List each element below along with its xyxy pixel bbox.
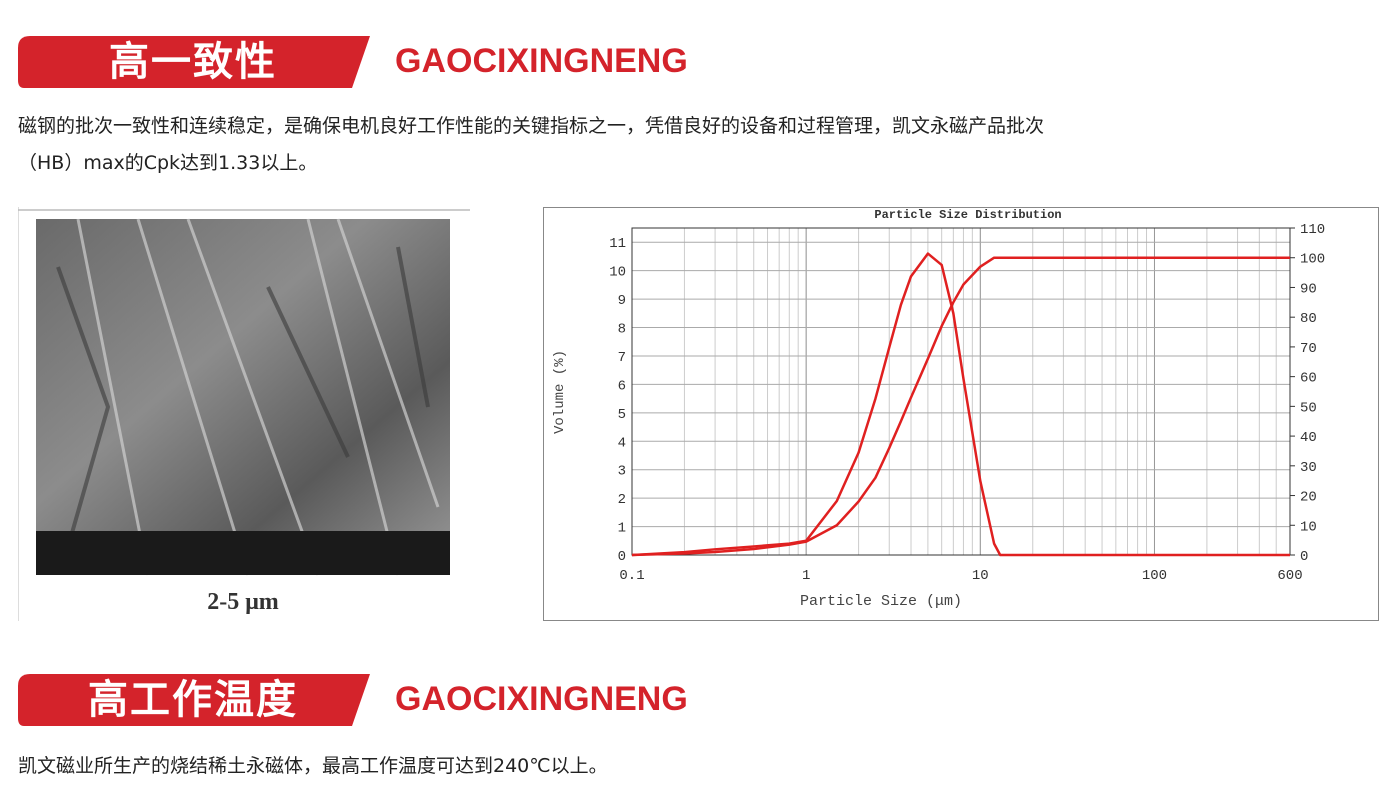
image-caption: 2-5 μm xyxy=(207,589,279,615)
x-tick-label: 10 xyxy=(972,568,989,584)
x-tick-label: 600 xyxy=(1277,568,1302,584)
y-tick-label: 5 xyxy=(618,407,626,423)
banner: 高工作温度 xyxy=(18,674,378,726)
y2-tick-label: 90 xyxy=(1300,281,1317,297)
y-tick-label: 10 xyxy=(609,265,626,281)
y2-tick-label: 100 xyxy=(1300,252,1325,268)
y2-tick-label: 60 xyxy=(1300,371,1317,387)
text-line: 凯文磁业所生产的烧结稀土永磁体，最高工作温度可达到240℃以上。 xyxy=(18,755,608,777)
y2-tick-label: 50 xyxy=(1300,400,1317,416)
y2-tick-label: 70 xyxy=(1300,341,1317,357)
y-tick-label: 3 xyxy=(618,464,626,480)
chart: Particle Size Distribution Particle Size… xyxy=(543,207,1379,621)
y2-tick-label: 40 xyxy=(1300,430,1317,446)
y2-tick-label: 80 xyxy=(1300,311,1317,327)
banner: 高一致性 xyxy=(18,36,378,88)
y-tick-label: 0 xyxy=(618,549,626,565)
y-tick-label: 9 xyxy=(618,293,626,309)
y-tick-label: 1 xyxy=(618,521,626,537)
paragraph: 磁钢的批次一致性和连续稳定，是确保电机良好工作性能的关键指标之一，凭借良好的设备… xyxy=(18,108,1044,182)
section-title: 高工作温度 xyxy=(88,677,298,723)
x-axis-label: Particle Size (μm) xyxy=(800,593,962,610)
y2-tick-label: 0 xyxy=(1300,549,1308,565)
x-tick-label: 0.1 xyxy=(619,568,644,584)
banner-shape xyxy=(18,674,370,726)
y-tick-label: 4 xyxy=(618,435,626,451)
chart-title: Particle Size Distribution xyxy=(874,208,1061,222)
text-line: 磁钢的批次一致性和连续稳定，是确保电机良好工作性能的关键指标之一，凭借良好的设备… xyxy=(18,115,1045,137)
section-title: 高一致性 xyxy=(109,39,277,85)
y-axis-label: Volume (%) xyxy=(552,350,568,434)
y-tick-label: 11 xyxy=(609,236,626,252)
y2-tick-label: 30 xyxy=(1300,460,1317,476)
y-tick-label: 6 xyxy=(618,378,626,394)
sem-image: 2-5 μm xyxy=(18,207,470,621)
x-tick-label: 100 xyxy=(1142,568,1167,584)
y-tick-label: 8 xyxy=(618,322,626,338)
y2-tick-label: 110 xyxy=(1300,222,1325,238)
x-tick-label: 1 xyxy=(802,568,810,584)
section-subtitle: GAOCIXINGNENG xyxy=(395,680,688,718)
data-line xyxy=(631,252,1290,557)
banner-shape xyxy=(18,36,370,88)
text-line: （HB）max的Cpk达到1.33以上。 xyxy=(18,152,318,174)
plot-frame xyxy=(631,227,1291,556)
y2-tick-label: 10 xyxy=(1300,519,1317,535)
y-tick-label: 2 xyxy=(618,492,626,508)
paragraph: 凯文磁业所生产的烧结稀土永磁体，最高工作温度可达到240℃以上。 xyxy=(18,748,608,785)
y2-tick-label: 20 xyxy=(1300,490,1317,506)
y-tick-label: 7 xyxy=(618,350,626,366)
section-subtitle: GAOCIXINGNENG xyxy=(395,42,688,80)
data-line xyxy=(631,256,1290,557)
